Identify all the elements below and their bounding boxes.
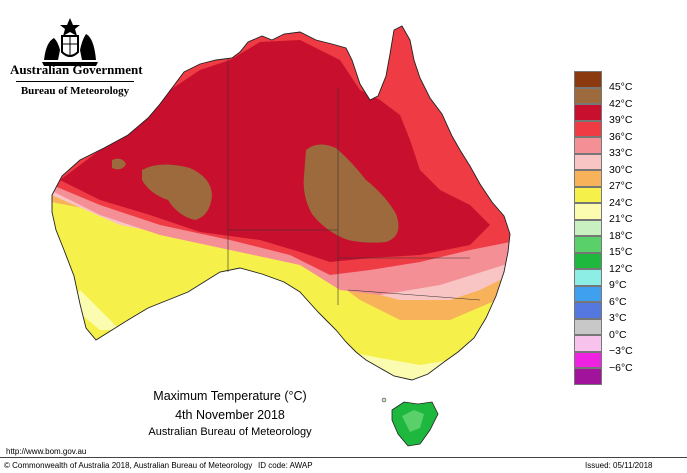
legend-label: 24°C — [609, 196, 633, 209]
legend-swatch — [574, 236, 602, 253]
legend-swatch — [574, 269, 602, 286]
bureau-title: Bureau of Meteorology — [20, 85, 130, 97]
legend-swatch — [574, 219, 602, 236]
government-title: Australian Government — [10, 62, 143, 77]
legend-label: 27°C — [609, 180, 633, 192]
legend-label: 39°C — [609, 114, 633, 126]
legend-label: 6°C — [609, 295, 627, 308]
legend-swatch — [574, 252, 602, 269]
map-source: Australian Bureau of Meteorology — [148, 426, 312, 438]
legend-label: 30°C — [609, 163, 633, 176]
legend-swatch — [574, 137, 602, 154]
legend-swatch — [574, 104, 602, 121]
legend-label: 18°C — [609, 229, 633, 242]
legend-swatch — [574, 203, 602, 220]
legend-swatch — [574, 302, 602, 319]
legend-label: −6°C — [609, 361, 633, 374]
legend-swatch — [574, 285, 602, 302]
map-title: Maximum Temperature (°C) — [153, 389, 307, 403]
footer-divider — [0, 457, 687, 458]
footer: © Commonwealth of Australia 2018, Austra… — [0, 459, 687, 473]
copyright-text: © Commonwealth of Australia 2018, Austra… — [4, 461, 253, 470]
government-logo: Australian Government Bureau of Meteorol… — [10, 14, 143, 97]
logo-divider — [16, 81, 134, 82]
legend-swatch — [574, 351, 602, 368]
legend-swatch — [574, 318, 602, 335]
legend-swatch — [574, 186, 602, 203]
map-date: 4th November 2018 — [175, 408, 285, 422]
legend-label: 33°C — [609, 147, 633, 159]
legend-label: 15°C — [609, 246, 633, 258]
legend-swatch — [574, 71, 602, 88]
legend-label: 9°C — [609, 279, 627, 291]
bom-url[interactable]: http://www.bom.gov.au — [6, 447, 87, 456]
legend-swatch — [574, 153, 602, 170]
issued-date: Issued: 05/11/2018 — [585, 461, 653, 470]
legend-label: 3°C — [609, 312, 627, 324]
legend-label: 0°C — [609, 328, 627, 341]
map-caption: Maximum Temperature (°C) 4th November 20… — [125, 389, 335, 438]
coat-of-arms-icon — [42, 18, 98, 66]
tasmania — [381, 397, 439, 447]
state-borders — [227, 58, 481, 305]
id-code: ID code: AWAP — [258, 461, 313, 470]
legend-swatch — [574, 170, 602, 187]
legend-label: 45°C — [609, 81, 633, 93]
legend-label: 12°C — [609, 262, 633, 275]
legend-label: −3°C — [609, 345, 633, 357]
legend-label: 36°C — [609, 130, 633, 143]
legend-swatch — [574, 368, 602, 385]
legend-swatch — [574, 87, 602, 104]
legend-swatch — [574, 335, 602, 352]
legend-swatch — [574, 120, 602, 137]
legend-label: 21°C — [609, 213, 633, 225]
legend-label: 42°C — [609, 97, 633, 110]
